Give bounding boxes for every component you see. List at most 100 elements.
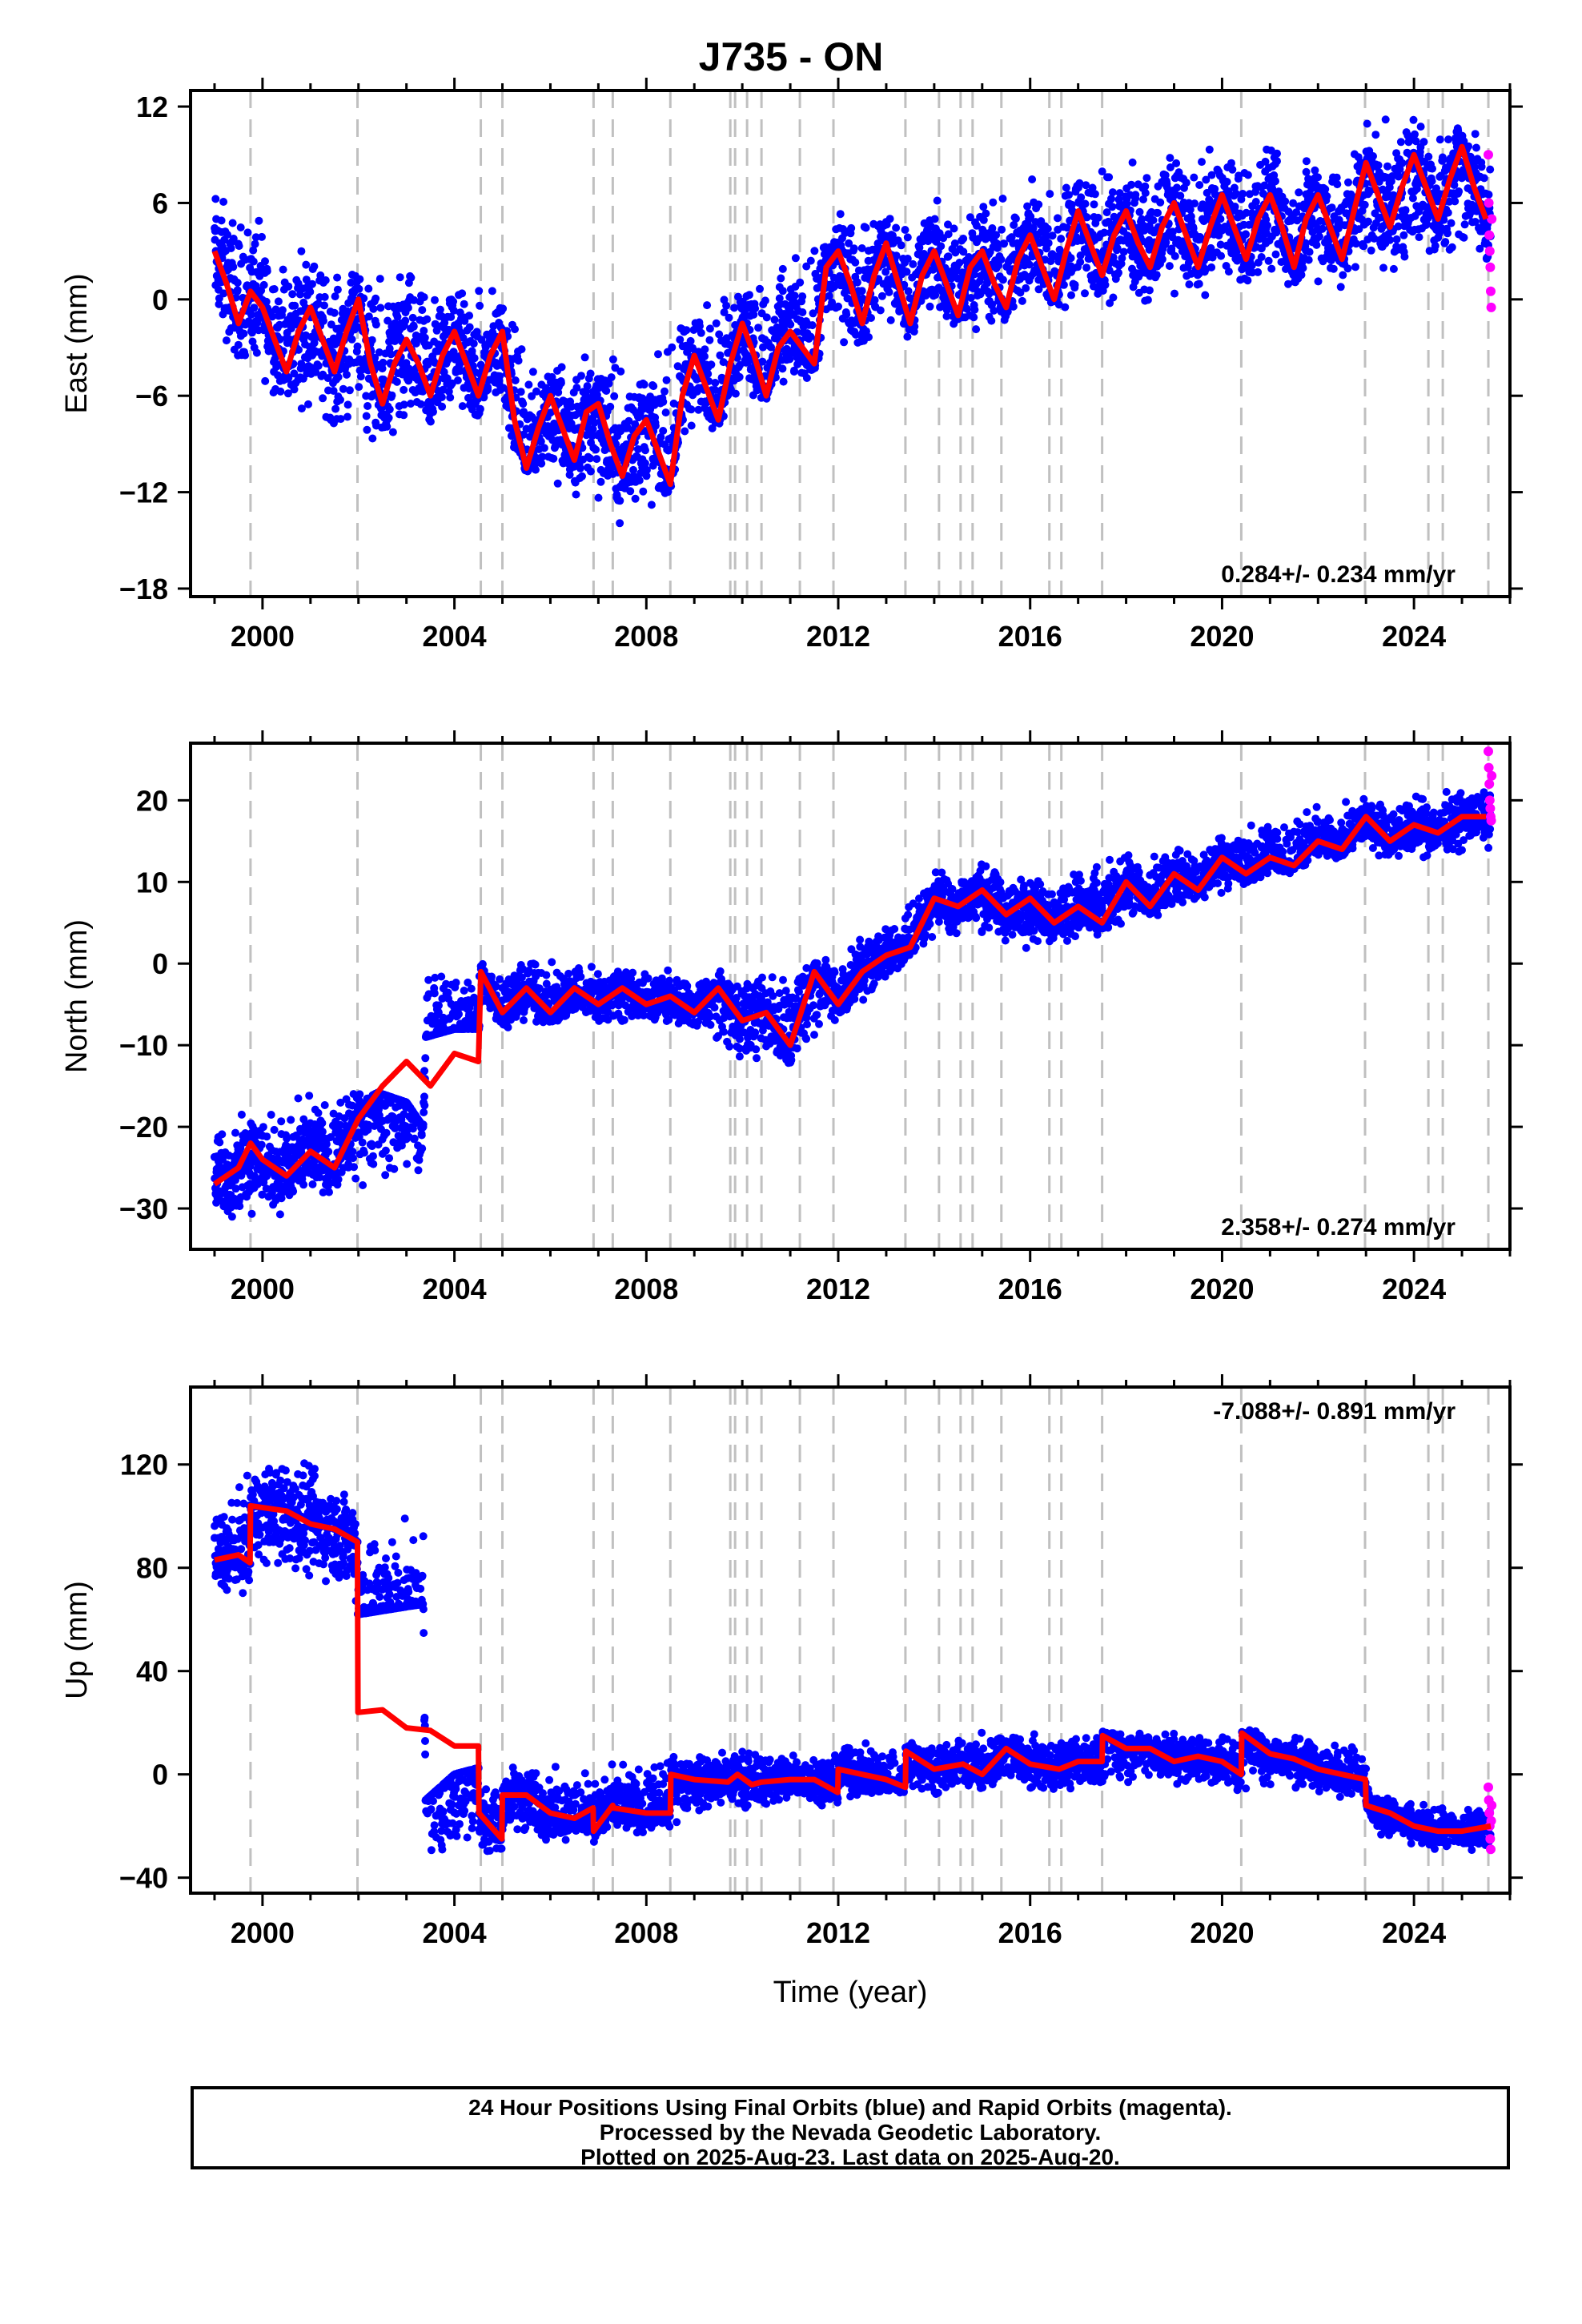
data-point (408, 313, 417, 322)
data-point (431, 320, 440, 328)
data-point (1048, 231, 1057, 240)
data-point (1119, 247, 1128, 256)
data-point (420, 327, 428, 335)
data-point (371, 294, 380, 303)
data-point (1427, 177, 1436, 186)
data-point (942, 312, 951, 320)
data-point (796, 278, 805, 287)
data-point (1314, 277, 1323, 286)
data-point (933, 196, 942, 205)
data-point (255, 216, 263, 225)
data-point (469, 340, 478, 348)
rapid-point (1486, 286, 1496, 296)
data-point (259, 1123, 267, 1132)
data-point (393, 312, 402, 321)
data-point (1339, 271, 1347, 279)
data-point (1217, 251, 1226, 260)
data-point (319, 1188, 327, 1196)
data-point (416, 400, 425, 408)
data-point (233, 286, 242, 295)
data-point (1250, 210, 1259, 219)
data-point (1243, 276, 1252, 285)
data-point (576, 464, 584, 472)
data-point (1443, 208, 1452, 217)
data-point (247, 1209, 256, 1218)
data-point (222, 336, 231, 345)
data-point (262, 1184, 271, 1193)
data-point (1023, 202, 1032, 211)
data-point (1162, 179, 1171, 188)
data-point (970, 305, 979, 314)
data-point (1025, 260, 1034, 269)
data-point (966, 213, 974, 222)
data-point (662, 376, 671, 384)
data-point (1299, 263, 1307, 272)
data-point (791, 254, 800, 263)
data-point (1115, 189, 1124, 198)
data-point (649, 382, 658, 391)
velocity-label: 0.284+/- 0.234 mm/yr (1221, 561, 1456, 588)
data-point (1201, 291, 1210, 300)
data-point (1082, 263, 1091, 272)
data-point (982, 209, 990, 218)
data-point (297, 404, 306, 413)
data-point (270, 285, 279, 293)
data-point (1075, 179, 1084, 187)
data-point (1061, 303, 1070, 312)
x-tick-label: 2020 (1190, 620, 1254, 653)
x-tick-label: 2000 (231, 620, 295, 653)
data-point (886, 316, 895, 324)
rapid-point (1484, 198, 1494, 208)
data-point (993, 243, 1002, 252)
data-point (722, 301, 731, 310)
data-point (1423, 219, 1431, 228)
data-point (602, 387, 611, 395)
data-point (409, 322, 418, 331)
data-point (1243, 171, 1252, 179)
data-point (475, 287, 484, 296)
data-point (287, 1116, 295, 1124)
data-point (870, 296, 879, 304)
data-point (315, 1173, 324, 1182)
data-point (992, 231, 1001, 239)
data-point (1471, 130, 1480, 139)
data-point (903, 233, 912, 242)
data-point (1301, 239, 1310, 247)
data-point (1108, 203, 1117, 211)
data-point (586, 467, 595, 476)
data-point (1118, 254, 1126, 263)
data-point (1042, 232, 1050, 241)
data-point (845, 239, 853, 247)
data-point (371, 320, 380, 329)
data-point (997, 255, 1006, 264)
data-point (1408, 194, 1417, 203)
data-point (252, 348, 261, 357)
data-point (449, 297, 458, 306)
data-point (696, 322, 704, 331)
data-point (470, 354, 479, 363)
data-point (592, 445, 600, 454)
data-point (990, 306, 998, 315)
data-point (1411, 137, 1420, 146)
data-point (1022, 283, 1030, 292)
data-point (353, 342, 362, 351)
data-point (1102, 208, 1111, 217)
data-point (1359, 242, 1368, 251)
data-point (1396, 138, 1405, 147)
data-point (720, 308, 729, 316)
data-point (359, 1148, 368, 1157)
data-point (703, 301, 712, 310)
data-point (965, 253, 974, 261)
data-point (1329, 264, 1338, 273)
data-point (1385, 183, 1394, 191)
data-point (277, 1117, 286, 1126)
data-point (511, 325, 519, 334)
data-point (1167, 244, 1176, 253)
data-point (578, 472, 586, 480)
data-point (842, 310, 851, 319)
data-point (383, 422, 391, 431)
data-point (1460, 220, 1469, 229)
data-point (320, 301, 328, 310)
data-point (1170, 289, 1178, 298)
data-point (290, 369, 299, 378)
